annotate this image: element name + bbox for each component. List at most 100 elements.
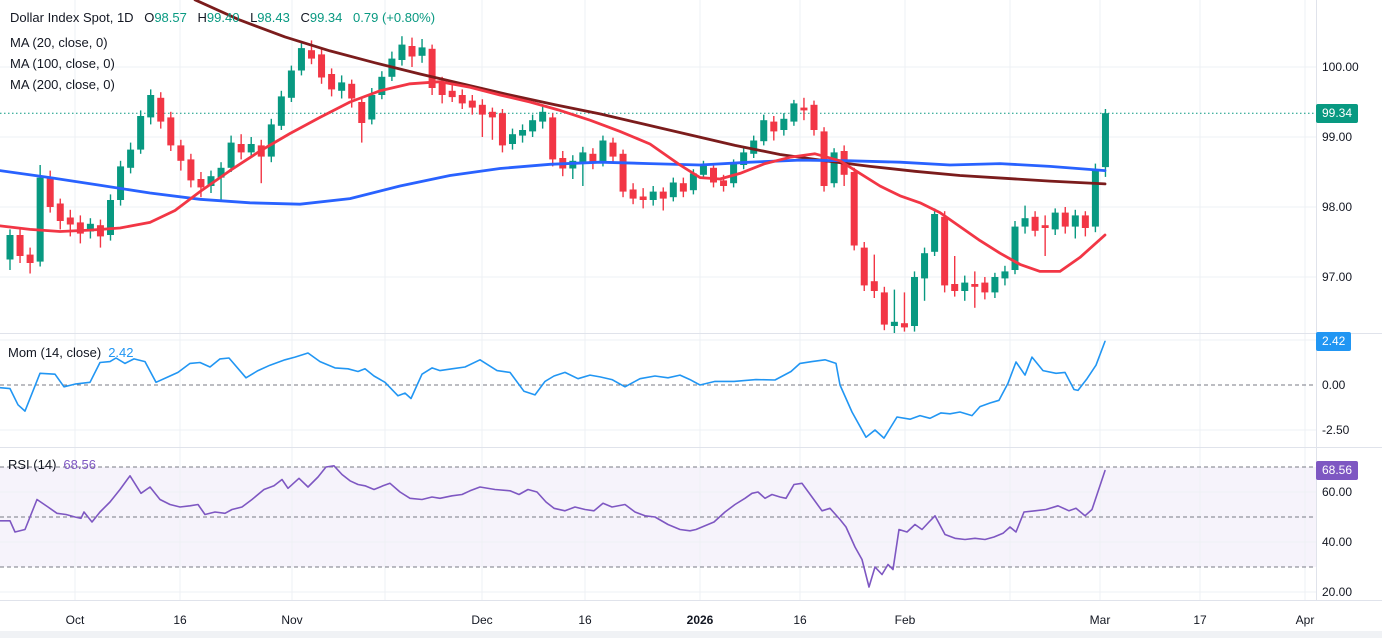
legend-ma20[interactable]: MA (20, close, 0) bbox=[10, 35, 108, 50]
candle bbox=[197, 179, 205, 188]
legend-rsi[interactable]: RSI (14) 68.56 bbox=[8, 457, 96, 472]
bottom-strip bbox=[0, 631, 1382, 638]
candle bbox=[1071, 215, 1079, 227]
momentum-label: Mom (14, close) bbox=[8, 345, 102, 360]
candle bbox=[468, 100, 476, 108]
candle bbox=[438, 82, 446, 95]
candle bbox=[1081, 215, 1089, 228]
price-tick-label: 97.00 bbox=[1322, 270, 1353, 284]
candle bbox=[1041, 225, 1049, 228]
momentum-tick-label: 0.00 bbox=[1322, 378, 1346, 392]
candle bbox=[1051, 212, 1059, 230]
rsi-tick-label: 40.00 bbox=[1322, 535, 1353, 549]
candle bbox=[649, 191, 657, 200]
candle bbox=[730, 163, 738, 184]
time-axis[interactable]: Oct 16 Nov Dec 16 2026 16 Feb Mar 17 Apr bbox=[0, 608, 1382, 632]
candle bbox=[167, 117, 175, 146]
candle bbox=[830, 152, 838, 184]
candle bbox=[509, 134, 516, 144]
candle bbox=[549, 117, 557, 160]
legend-ma200[interactable]: MA (200, close, 0) bbox=[10, 77, 115, 92]
candle bbox=[338, 82, 346, 91]
candle bbox=[890, 321, 898, 326]
candle bbox=[418, 47, 426, 56]
price-tick-label: 99.00 bbox=[1322, 130, 1353, 144]
rsi-value: 68.56 bbox=[63, 457, 96, 472]
candle bbox=[458, 95, 466, 104]
candle bbox=[860, 247, 868, 286]
legend-ma100[interactable]: MA (100, close, 0) bbox=[10, 56, 115, 71]
time-tick-label: 16 bbox=[173, 613, 187, 627]
time-tick-label: 17 bbox=[1193, 613, 1207, 627]
candle bbox=[177, 145, 185, 161]
time-tick-label: 2026 bbox=[686, 613, 714, 627]
candle bbox=[1031, 216, 1039, 231]
candle bbox=[609, 142, 617, 157]
candle bbox=[46, 177, 54, 207]
price-tick-label: 98.00 bbox=[1322, 200, 1353, 214]
candle bbox=[639, 196, 647, 200]
candle bbox=[277, 96, 285, 126]
candle bbox=[629, 189, 637, 199]
candle bbox=[117, 166, 125, 200]
candle bbox=[187, 159, 195, 181]
candle bbox=[1011, 226, 1019, 270]
time-tick-label: 16 bbox=[793, 613, 807, 627]
candle bbox=[26, 254, 34, 263]
candle bbox=[720, 180, 728, 186]
candle bbox=[1101, 113, 1109, 168]
candle bbox=[328, 74, 336, 90]
candle bbox=[86, 223, 94, 232]
rsi-tick-label: 20.00 bbox=[1322, 585, 1353, 599]
candle bbox=[498, 113, 506, 146]
candle bbox=[36, 177, 44, 262]
rsi-label: RSI (14) bbox=[8, 457, 57, 472]
candle bbox=[981, 282, 989, 293]
time-tick-label: Feb bbox=[894, 613, 916, 627]
candle bbox=[679, 183, 687, 192]
candle bbox=[448, 90, 456, 98]
candle bbox=[76, 222, 84, 234]
candle bbox=[991, 277, 999, 293]
candle bbox=[880, 292, 888, 325]
candle bbox=[810, 104, 818, 130]
candle bbox=[267, 124, 275, 157]
candle bbox=[689, 173, 697, 191]
candle bbox=[247, 144, 255, 153]
time-tick-label: Nov bbox=[281, 613, 303, 627]
candle bbox=[127, 149, 135, 168]
price-tick-label: 100.00 bbox=[1322, 60, 1359, 74]
candle bbox=[227, 142, 235, 168]
candle bbox=[107, 200, 114, 235]
candle bbox=[56, 203, 64, 221]
symbol-title-row[interactable]: Dollar Index Spot, 1D O98.57 H99.40 L98.… bbox=[10, 9, 442, 26]
time-tick-label: Dec bbox=[471, 613, 493, 627]
ma200-line bbox=[193, 0, 1107, 186]
candle bbox=[207, 176, 215, 186]
candle bbox=[971, 284, 979, 287]
momentum-line bbox=[0, 340, 1106, 439]
candle bbox=[137, 116, 145, 150]
candle bbox=[941, 216, 949, 286]
candle bbox=[519, 130, 527, 136]
candle bbox=[348, 83, 356, 99]
candle bbox=[659, 191, 667, 199]
price-badge: 99.34 bbox=[1316, 103, 1359, 123]
candle bbox=[820, 131, 828, 186]
legend-momentum[interactable]: Mom (14, close) 2.42 bbox=[8, 345, 134, 360]
candle bbox=[318, 54, 326, 78]
time-tick-label: Apr bbox=[1295, 613, 1315, 627]
candle bbox=[6, 235, 14, 260]
candle bbox=[900, 323, 908, 328]
candle bbox=[589, 153, 597, 164]
candle bbox=[297, 48, 305, 71]
candle bbox=[800, 107, 808, 111]
candle bbox=[770, 121, 778, 132]
candle bbox=[1001, 271, 1009, 279]
symbol-title[interactable]: Dollar Index Spot, 1D bbox=[10, 10, 134, 25]
candle bbox=[740, 152, 748, 165]
candle bbox=[699, 165, 707, 175]
candle bbox=[619, 153, 627, 192]
